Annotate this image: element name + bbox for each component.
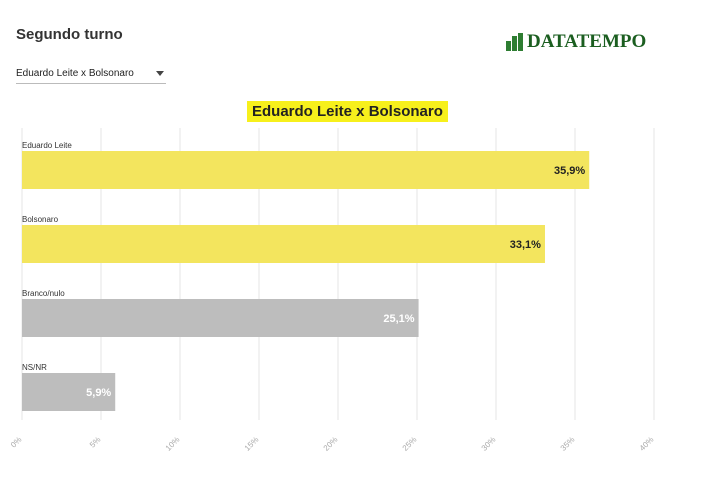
dropdown-arrow (156, 71, 164, 76)
chart-title: Eduardo Leite x Bolsonaro (247, 101, 448, 122)
dropdown[interactable]: Eduardo Leite x Bolsonaro (16, 68, 166, 84)
bar (22, 225, 545, 263)
x-tick-label: 40% (638, 435, 656, 453)
value-label: 33,1% (510, 239, 541, 251)
x-tick-label: 25% (401, 435, 419, 453)
logo-text: DATATEMPO (527, 31, 647, 52)
logo: DATATEMPO (506, 32, 646, 51)
dropdown-value: Eduardo Leite x Bolsonaro (16, 68, 134, 79)
bar (22, 373, 116, 411)
value-label: 5,9% (86, 387, 111, 399)
bar (22, 151, 590, 189)
category-label: Branco/nulo (22, 289, 65, 298)
logo-icon (506, 33, 523, 51)
category-label: Bolsonaro (22, 215, 59, 224)
x-tick-label: 10% (164, 435, 182, 453)
category-label: NS/NR (22, 363, 47, 372)
category-label: Eduardo Leite (22, 141, 72, 150)
value-label: 25,1% (383, 313, 414, 325)
x-tick-label: 0% (9, 435, 24, 450)
bar (22, 299, 419, 337)
x-tick-label: 5% (88, 435, 103, 450)
x-tick-label: 15% (243, 435, 261, 453)
x-tick-label: 30% (480, 435, 498, 453)
page-title: Segundo turno (16, 26, 123, 43)
x-tick-label: 20% (322, 435, 340, 453)
value-label: 35,9% (554, 165, 585, 177)
x-tick-label: 35% (559, 435, 577, 453)
